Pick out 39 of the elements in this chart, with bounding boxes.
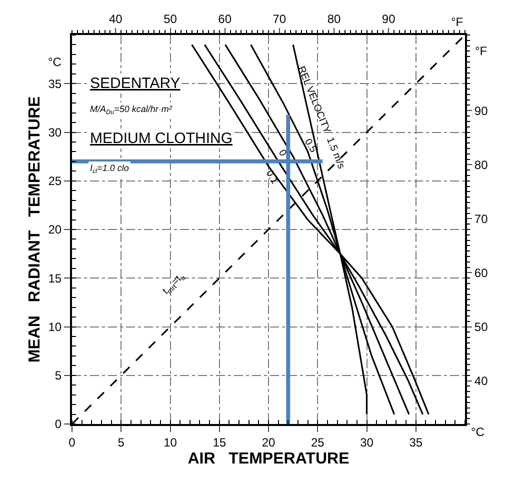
x-tick-label: 10: [164, 435, 178, 450]
annotation: MEDIUM CLOTHING: [90, 130, 232, 147]
x-tick-label: 5: [118, 435, 125, 450]
x-tick-label: 15: [212, 435, 226, 450]
x2-tick-label: 90: [382, 12, 396, 26]
annotation: SEDENTARY: [90, 75, 180, 92]
x2-tick-label: 40: [108, 12, 123, 26]
text: °C: [48, 55, 62, 69]
x-tick-label: 25: [310, 435, 325, 450]
text: °C: [471, 425, 485, 439]
x-axis-title: AIR TEMPERATURE: [188, 450, 350, 468]
y-tick-label: 35: [48, 76, 62, 91]
x-tick-label: 35: [409, 435, 423, 450]
y2-tick-label: 80: [474, 158, 488, 172]
x2-tick-label: 80: [327, 12, 341, 26]
annotation: I$_{cl}$=1.0 clo: [90, 163, 129, 175]
y-tick-label: 0: [54, 417, 62, 432]
y-tick-label: 5: [54, 368, 62, 383]
x2-tick-label: 60: [218, 12, 232, 26]
y2-tick-label: 50: [474, 320, 488, 334]
y-tick-label: 20: [48, 222, 62, 237]
y-axis-title: MEAN RADIANT TEMPERATURE: [26, 96, 44, 363]
x2-axis-title: °F: [451, 15, 464, 29]
y-tick-label: 30: [48, 125, 62, 140]
y2-tick-label: 70: [474, 212, 488, 226]
x-tick-label: 30: [360, 435, 374, 450]
x2-tick-label: 70: [272, 12, 286, 26]
y-tick-label: 10: [48, 320, 62, 334]
x2-tick-label: 50: [164, 12, 178, 26]
y2-tick-label: 90: [474, 104, 488, 118]
y2-axis-title: °F: [475, 44, 488, 58]
y-tick-label: 25: [48, 174, 62, 188]
annotation: M/A$_{Du}$=50 kcal/hr·m²: [90, 104, 173, 116]
y2-tick-label: 60: [474, 266, 488, 280]
annotation: 0: [276, 148, 289, 159]
x-tick-label: 0: [68, 435, 76, 450]
y2-tick-label: 40: [474, 374, 488, 388]
x-tick-label: 20: [262, 435, 276, 450]
y-tick-label: 15: [48, 271, 62, 286]
